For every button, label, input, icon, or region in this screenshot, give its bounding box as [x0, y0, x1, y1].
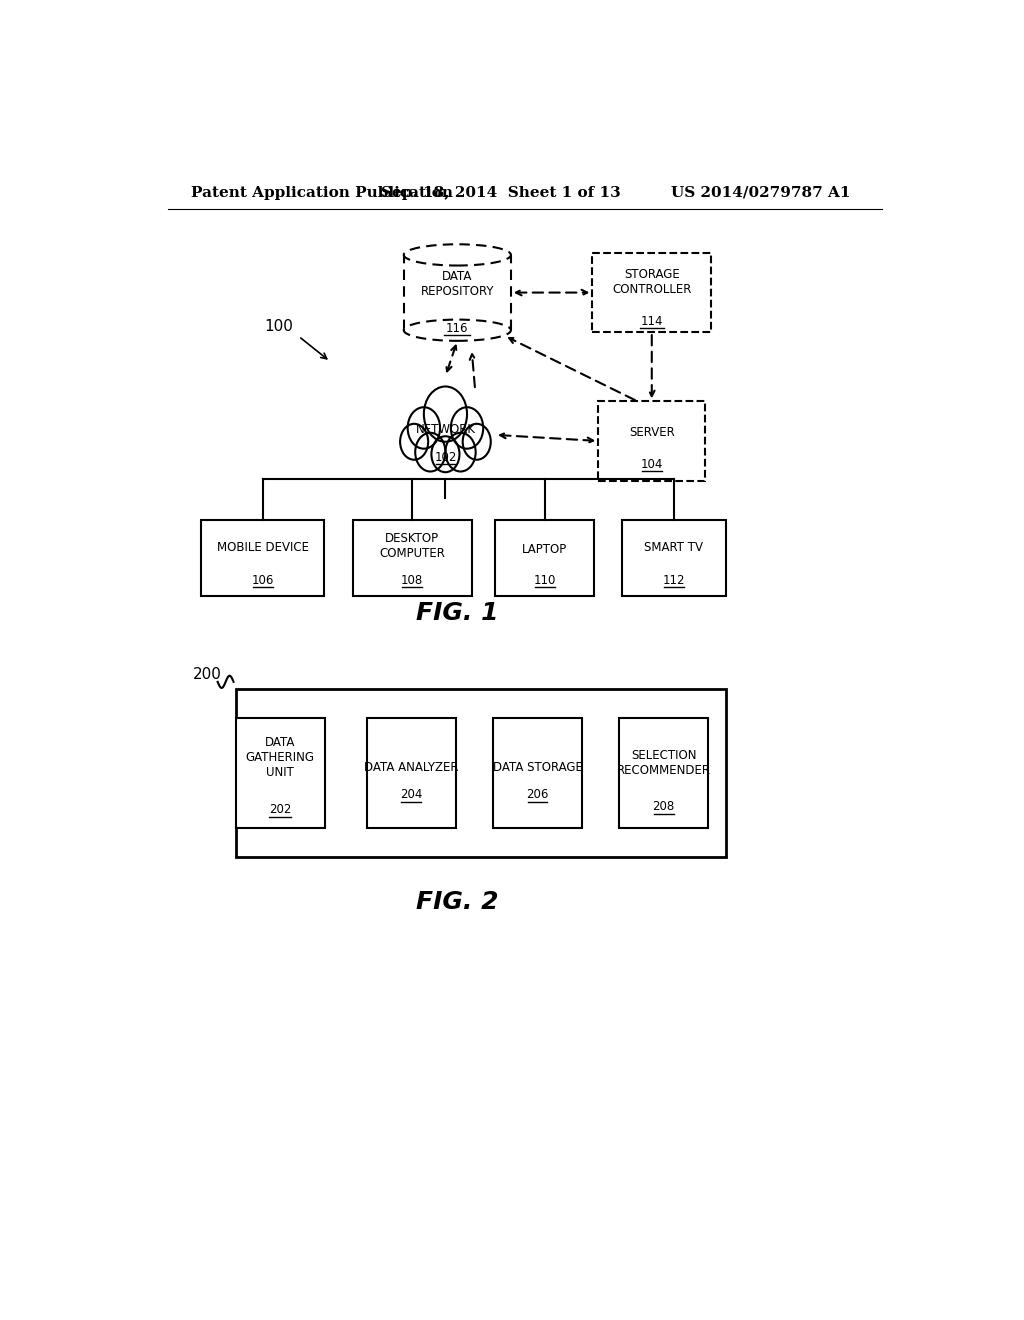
Text: 114: 114 — [641, 314, 663, 327]
Text: SELECTION
RECOMMENDER: SELECTION RECOMMENDER — [616, 750, 711, 777]
Text: 116: 116 — [446, 322, 469, 335]
Text: DESKTOP
COMPUTER: DESKTOP COMPUTER — [379, 532, 445, 560]
FancyBboxPatch shape — [592, 253, 712, 333]
Text: FIG. 1: FIG. 1 — [416, 601, 499, 624]
FancyBboxPatch shape — [202, 520, 325, 595]
Text: 112: 112 — [663, 574, 685, 586]
Text: Sep. 18, 2014  Sheet 1 of 13: Sep. 18, 2014 Sheet 1 of 13 — [381, 186, 621, 199]
Text: 202: 202 — [269, 804, 292, 816]
FancyBboxPatch shape — [352, 520, 472, 595]
Ellipse shape — [403, 244, 511, 265]
Text: SERVER: SERVER — [629, 426, 675, 440]
Text: 102: 102 — [434, 450, 457, 463]
Text: DATA ANALYZER: DATA ANALYZER — [365, 760, 459, 774]
FancyBboxPatch shape — [494, 718, 582, 828]
Text: FIG. 2: FIG. 2 — [416, 891, 499, 915]
FancyBboxPatch shape — [620, 718, 709, 828]
Text: 204: 204 — [400, 788, 423, 801]
Text: Patent Application Publication: Patent Application Publication — [191, 186, 454, 199]
Text: 104: 104 — [641, 458, 663, 471]
Text: 100: 100 — [264, 318, 293, 334]
FancyBboxPatch shape — [236, 689, 726, 857]
Text: STORAGE
CONTROLLER: STORAGE CONTROLLER — [612, 268, 691, 297]
Text: SMART TV: SMART TV — [644, 541, 703, 554]
Text: 108: 108 — [401, 574, 423, 586]
FancyBboxPatch shape — [367, 718, 456, 828]
Text: 200: 200 — [193, 667, 222, 682]
Text: LAPTOP: LAPTOP — [522, 544, 567, 556]
Text: DATA
GATHERING
UNIT: DATA GATHERING UNIT — [246, 735, 314, 779]
Ellipse shape — [403, 319, 511, 341]
Text: US 2014/0279787 A1: US 2014/0279787 A1 — [671, 186, 850, 199]
Text: NETWORK: NETWORK — [416, 424, 475, 437]
FancyBboxPatch shape — [403, 255, 511, 330]
FancyBboxPatch shape — [598, 401, 706, 480]
Text: 110: 110 — [534, 574, 556, 586]
Text: DATA
REPOSITORY: DATA REPOSITORY — [421, 271, 495, 298]
Text: 208: 208 — [652, 800, 675, 813]
Text: DATA STORAGE: DATA STORAGE — [493, 760, 583, 774]
Text: 106: 106 — [252, 574, 274, 586]
FancyBboxPatch shape — [236, 718, 325, 828]
Text: MOBILE DEVICE: MOBILE DEVICE — [217, 541, 309, 554]
Text: 206: 206 — [526, 788, 549, 801]
FancyBboxPatch shape — [495, 520, 594, 595]
FancyBboxPatch shape — [623, 520, 726, 595]
